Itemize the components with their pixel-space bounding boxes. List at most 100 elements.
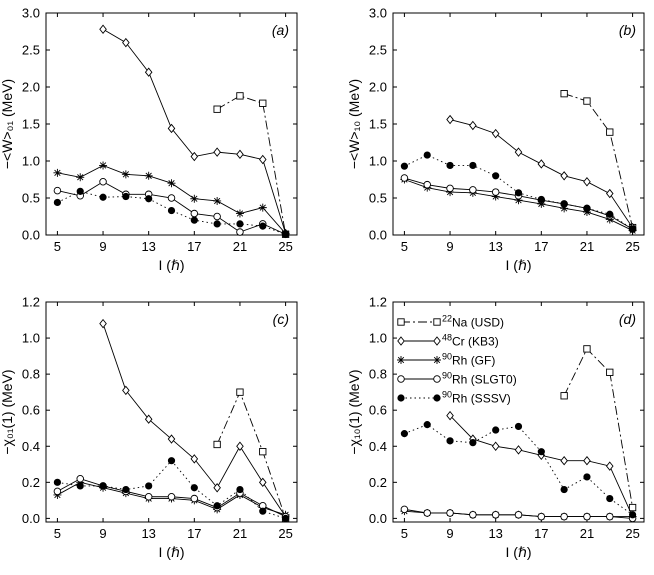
data-point-sssv <box>492 426 500 434</box>
legend-isotope-mass: 90 <box>442 352 452 362</box>
legend-text: Cr (KB3) <box>452 335 499 349</box>
data-point-cr <box>605 188 614 199</box>
data-point-cr <box>236 149 244 160</box>
x-axis-label: I (ℏ) <box>159 257 185 273</box>
data-point-gf <box>491 192 500 201</box>
data-point-slgt0 <box>99 177 107 186</box>
data-point-sssv <box>76 482 84 490</box>
data-point-sssv <box>446 161 454 170</box>
data-point-sssv <box>583 473 591 481</box>
legend-marker-slgt0 <box>433 375 441 383</box>
legend-label-gf: 90Rh (GF) <box>442 352 495 368</box>
series-line-cr <box>102 28 287 234</box>
x-tick-label: 21 <box>580 239 594 254</box>
data-point-sssv <box>53 478 62 486</box>
y-tick-label: 2.0 <box>22 80 40 95</box>
legend-marker-sssv <box>433 394 441 402</box>
panel-c: 5 9 13 17 21 25 0.0 0.2 0.4 0.6 0.8 1.0 1.2 I (ℏ) −χ₀₁… <box>0 295 298 560</box>
legend-marker-cr <box>397 336 405 346</box>
x-tick-label: 5 <box>401 526 408 541</box>
data-point-slgt0 <box>606 512 614 521</box>
series-line-cr <box>449 119 633 228</box>
panel-tag: (a) <box>272 22 289 38</box>
data-point-sssv <box>606 210 614 218</box>
series-cr <box>446 410 637 522</box>
data-point-sssv <box>281 230 290 238</box>
data-point-slgt0 <box>167 194 176 202</box>
x-tick-label: 9 <box>99 239 106 254</box>
data-point-cr <box>258 477 267 488</box>
data-point-slgt0 <box>469 186 477 194</box>
x-tick-label: 13 <box>488 526 502 541</box>
x-tick-label: 13 <box>141 239 155 254</box>
data-point-sssv <box>537 195 545 204</box>
panel-tag: (b) <box>619 22 636 38</box>
data-point-slgt0 <box>491 188 500 196</box>
legend-marker-na <box>433 318 441 326</box>
data-point-na <box>583 345 591 353</box>
y-tick-label: 0.0 <box>22 511 40 526</box>
data-point-na <box>560 90 568 98</box>
legend-marker-sssv <box>397 394 405 402</box>
data-point-sssv <box>122 485 130 494</box>
x-axis-label: I (ℏ) <box>506 257 532 273</box>
data-point-cr <box>446 114 454 125</box>
data-point-na <box>560 392 568 400</box>
y-tick-label: 1.5 <box>369 117 387 132</box>
data-point-cr <box>560 171 568 181</box>
data-point-sssv <box>514 189 523 197</box>
data-point-sssv <box>606 494 614 503</box>
data-point-sssv <box>628 225 637 233</box>
data-point-cr <box>258 154 267 165</box>
x-tick-label: 17 <box>187 526 201 541</box>
panel-d: 5 9 13 17 21 25 0.0 0.2 0.4 0.6 0.8 1.0 1.2 I (ℏ) −χ₁₀… <box>346 295 645 560</box>
y-tick-label: 3.0 <box>369 6 387 21</box>
data-point-sssv <box>145 195 153 203</box>
data-point-slgt0 <box>213 212 221 221</box>
data-point-slgt0 <box>469 511 477 519</box>
series-line-na <box>216 390 287 519</box>
x-tick-label: 5 <box>401 239 408 254</box>
data-point-gf <box>560 204 569 213</box>
data-point-gf <box>235 209 244 218</box>
data-point-sssv <box>236 220 244 228</box>
data-point-cr <box>167 123 176 134</box>
data-point-slgt0 <box>446 509 454 517</box>
y-axis-label: −χ₁₀(1) (MeV) <box>346 369 362 454</box>
legend-label-cr: 48Cr (KB3) <box>442 333 499 349</box>
data-point-sssv <box>145 482 153 490</box>
legend-entry-gf: 90Rh (GF) <box>397 352 495 368</box>
legend-entry-cr: 48Cr (KB3) <box>397 333 499 349</box>
data-point-gf <box>53 168 62 177</box>
data-point-gf <box>514 196 523 205</box>
legend-text: Na (USD) <box>452 316 504 330</box>
y-tick-label: 0.0 <box>369 511 387 526</box>
x-tick-label: 9 <box>446 526 453 541</box>
data-point-cr <box>469 120 477 131</box>
data-point-sssv <box>400 162 409 170</box>
data-point-cr <box>99 318 107 329</box>
legend-entry-slgt0: 90Rh (SLGT0) <box>397 371 517 387</box>
data-point-sssv <box>213 220 221 228</box>
data-point-na <box>213 105 221 113</box>
x-tick-label: 17 <box>534 239 548 254</box>
y-tick-label: 1.2 <box>369 295 387 310</box>
data-point-slgt0 <box>53 186 62 195</box>
plot-frame-d <box>392 301 645 523</box>
series-gf <box>400 175 637 235</box>
data-point-sssv <box>236 485 244 494</box>
data-point-gf <box>99 161 108 170</box>
legend-marker-gf <box>433 356 441 364</box>
data-point-cr <box>560 455 568 466</box>
data-point-sssv <box>469 161 477 170</box>
x-tick-label: 21 <box>233 239 247 254</box>
series-gf <box>53 161 290 238</box>
x-tick-label: 25 <box>625 239 639 254</box>
data-point-sssv <box>213 502 221 510</box>
data-point-slgt0 <box>190 209 199 218</box>
series-line-sssv <box>404 424 633 516</box>
data-point-gf <box>121 170 130 179</box>
data-point-sssv <box>560 485 568 494</box>
data-point-na <box>583 97 591 105</box>
panel-tag: (c) <box>273 311 289 327</box>
